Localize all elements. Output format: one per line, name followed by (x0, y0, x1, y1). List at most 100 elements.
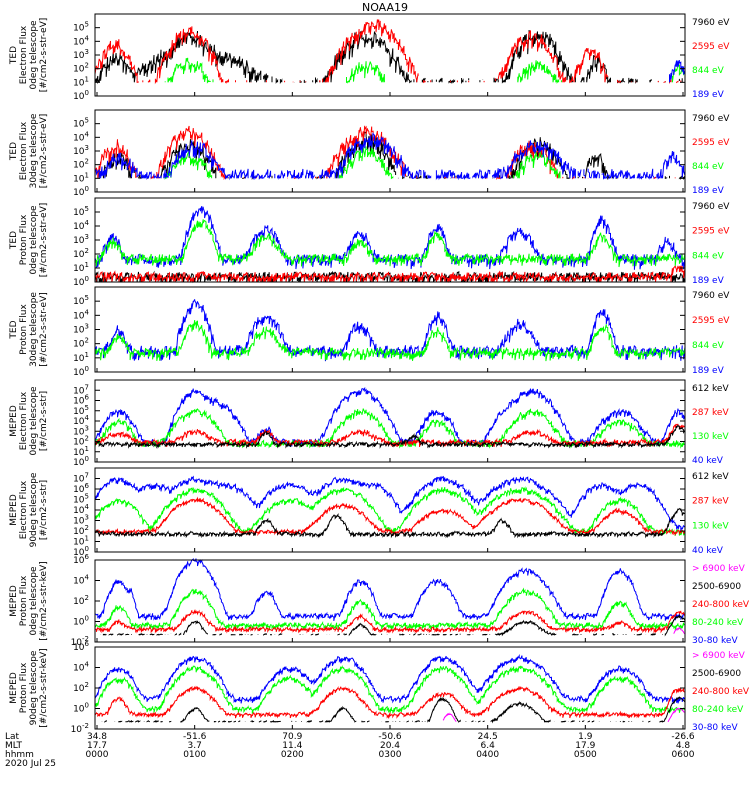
legend-entry: 844 eV (692, 341, 725, 351)
series-30-80-kev (94, 653, 686, 704)
y-tick-label: 104 (73, 308, 89, 321)
x-tick-label: 20.4 (380, 741, 400, 751)
series-189-ev (94, 132, 686, 181)
series-80-240-kev (94, 664, 686, 714)
x-tick-label: 34.8 (87, 732, 107, 742)
y-tick-label: 106 (73, 482, 89, 495)
series-189-ev (94, 205, 686, 270)
series--6900-kev (673, 626, 686, 635)
y-tick-label: 100 (73, 89, 89, 102)
y-tick-label: 103 (73, 233, 89, 246)
y-axis-label: MEPEDElectron Flux0deg telescope[#/cm2-s… (9, 386, 49, 456)
x-tick-label: 70.9 (282, 732, 302, 742)
x-row-label: Lat (5, 732, 20, 742)
series-844-ev (94, 219, 686, 268)
y-axis-label: TEDElectron Flux30deg telescope[#/cm2-s-… (9, 113, 49, 188)
y-tick-label: 104 (73, 503, 89, 516)
y-tick-label: 105 (73, 404, 89, 417)
legend-entry: 189 eV (692, 276, 725, 286)
y-axis-label: MEPEDElectron Flux90deg telescope[#/cm2-… (9, 472, 49, 547)
figure-title: NOAA19 (362, 1, 408, 14)
x-tick-label: 0100 (183, 750, 206, 760)
y-tick-label: 102 (73, 337, 89, 350)
y-tick-label: 100 (73, 365, 89, 378)
y-tick-label: 103 (73, 144, 89, 157)
legend-entry: 287 keV (692, 408, 729, 418)
legend-entry: 40 keV (692, 456, 724, 466)
legend-entry: 189 eV (692, 366, 725, 376)
series-844-ev (164, 146, 561, 180)
panel-7: 10-2 100 102 104 106 MEPEDProton Flux0deg tel… (9, 553, 750, 648)
y-tick-label: 104 (73, 34, 89, 47)
x-tick-label: 24.5 (478, 732, 498, 742)
y-tick-label: 102 (73, 524, 89, 537)
x-tick-label: 0200 (281, 750, 304, 760)
series-240-800-kev (94, 608, 686, 634)
y-tick-label: 105 (73, 493, 89, 506)
legend-entry: 240-800 keV (692, 687, 750, 697)
legend-entry: 189 eV (692, 90, 725, 100)
legend-entry: 7960 eV (692, 114, 730, 124)
legend-entry: 844 eV (692, 66, 725, 76)
y-tick-label: 104 (73, 574, 89, 587)
y-tick-label: 107 (73, 472, 89, 485)
y-tick-label: 102 (73, 247, 89, 260)
y-tick-label: 101 (73, 351, 89, 364)
y-tick-label: 102 (73, 62, 89, 75)
y-tick-label: 104 (73, 414, 89, 427)
series-80-240-kev (94, 587, 686, 631)
x-tick-label: 0500 (574, 750, 597, 760)
x-tick-label: 17.7 (87, 741, 107, 751)
y-tick-label: 106 (73, 394, 89, 407)
legend-entry: 7960 eV (692, 202, 730, 212)
legend-entry: 844 eV (692, 162, 725, 172)
y-tick-label: 102 (73, 435, 89, 448)
legend-entry: 844 eV (692, 251, 725, 261)
series-612-kev (94, 424, 686, 449)
series-240-800-kev (94, 685, 686, 719)
y-tick-label: 100 (73, 615, 89, 628)
x-tick-label: 0600 (672, 750, 695, 760)
y-axis-label: TEDElectron Flux0deg telescope[#/cm2-s-s… (9, 18, 49, 93)
y-tick-label: 10-2 (71, 635, 89, 648)
y-tick-label: 101 (73, 171, 89, 184)
legend-entry: 130 keV (692, 521, 729, 531)
y-tick-label: 104 (73, 130, 89, 143)
y-tick-label: 101 (73, 445, 89, 458)
legend-entry: 130 keV (692, 432, 729, 442)
x-tick-label: 0300 (379, 750, 402, 760)
x-row-label: MLT (5, 741, 23, 751)
y-tick-label: 100 (73, 275, 89, 288)
legend-entry: 240-800 keV (692, 600, 750, 610)
x-tick-label: -50.6 (378, 732, 402, 742)
legend-entry: 7960 eV (692, 18, 730, 28)
x-tick-label: 3.7 (188, 741, 202, 751)
y-tick-label: 100 (73, 185, 89, 198)
legend-entry: 40 keV (692, 546, 724, 556)
y-axis-label: MEPEDProton Flux90deg telescope[#/cm2-s-… (9, 648, 49, 727)
y-tick-label: 105 (73, 117, 89, 130)
y-tick-label: 101 (73, 535, 89, 548)
y-tick-label: 100 (73, 455, 89, 468)
y-tick-label: 107 (73, 383, 89, 396)
y-tick-label: 101 (73, 261, 89, 274)
y-tick-label: 106 (73, 640, 89, 653)
legend-entry: 7960 eV (692, 291, 730, 301)
y-axis-label: MEPEDProton Flux0deg telescope[#/cm2-s-s… (9, 561, 49, 640)
y-tick-label: 102 (73, 681, 89, 694)
legend-entry: 2595 eV (692, 42, 730, 52)
y-tick-label: 104 (73, 661, 89, 674)
series-189-ev (669, 60, 686, 83)
legend-entry: 2595 eV (692, 138, 730, 148)
series-844-ev (94, 320, 686, 362)
series--6900-kev (442, 707, 686, 723)
x-tick-label: 11.4 (282, 741, 302, 751)
legend-entry: 612 keV (692, 384, 729, 394)
date-label: 2020 Jul 25 (5, 759, 56, 769)
series-40-kev (94, 475, 686, 531)
y-tick-label: 105 (73, 21, 89, 34)
